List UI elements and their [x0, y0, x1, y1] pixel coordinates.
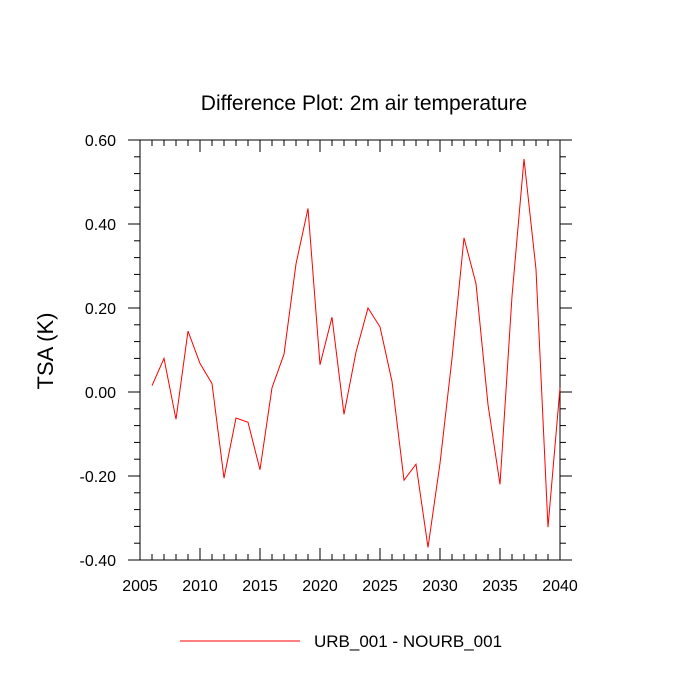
y-axis-tick-labels: -0.40 -0.20 0.00 0.20 0.40 0.60	[80, 133, 117, 570]
x-tick-label: 2015	[242, 578, 278, 595]
y-tick-label: 0.60	[85, 133, 116, 150]
x-tick-label: 2030	[422, 578, 458, 595]
legend-label: URB_001 - NOURB_001	[314, 632, 502, 651]
x-axis-tick-labels: 2005 2010 2015 2020 2025 2030 2035 2040	[122, 578, 578, 595]
x-tick-label: 2035	[482, 578, 518, 595]
x-tick-label: 2025	[362, 578, 398, 595]
y-tick-label: -0.20	[80, 469, 117, 486]
x-tick-label: 2020	[302, 578, 338, 595]
x-tick-label: 2005	[122, 578, 158, 595]
y-tick-label: 0.20	[85, 301, 116, 318]
y-axis-ticks	[128, 139, 572, 561]
x-tick-label: 2010	[182, 578, 218, 595]
legend: URB_001 - NOURB_001	[180, 632, 502, 651]
plot-frame	[139, 139, 561, 561]
y-tick-label: -0.40	[80, 553, 117, 570]
series-line-urb-minus-nourb	[151, 158, 561, 548]
chart-title: Difference Plot: 2m air temperature	[201, 92, 527, 115]
y-tick-label: 0.00	[85, 385, 116, 402]
y-axis-label: TSA (K)	[33, 312, 58, 389]
y-tick-label: 0.40	[85, 217, 116, 234]
x-tick-label: 2040	[542, 578, 578, 595]
x-axis-ticks	[139, 140, 561, 560]
